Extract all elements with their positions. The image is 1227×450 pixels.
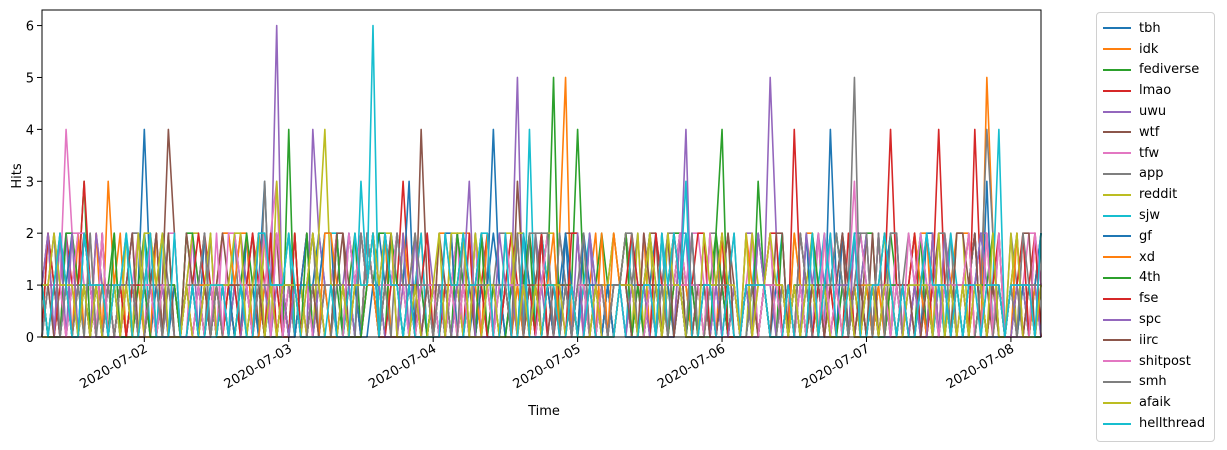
legend-label: tfw [1139,145,1160,161]
x-tick-label: 2020-07-06 [655,341,728,392]
legend-label: wtf [1139,124,1160,140]
x-tick-label: 2020-07-04 [366,341,439,392]
legend-item-smh: smh [1103,372,1214,393]
legend-item-sjw: sjw [1103,205,1214,226]
x-axis: 2020-07-02 2020-07-03 2020-07-04 2020-07-05… [77,337,1017,392]
x-tick-label: 2020-07-05 [511,341,584,392]
legend-label: gf [1139,228,1152,244]
legend-swatch [1103,48,1131,51]
legend-swatch [1103,256,1131,259]
x-tick-label: 2020-07-02 [77,341,150,392]
legend-swatch [1103,401,1131,404]
legend-swatch [1103,276,1131,279]
legend-item-afaik: afaik [1103,392,1214,413]
legend-swatch [1103,131,1131,134]
legend-label: fediverse [1139,62,1200,78]
legend-item-spc: spc [1103,309,1214,330]
legend-swatch [1103,360,1131,363]
legend-swatch [1103,27,1131,30]
legend-swatch [1103,235,1131,238]
y-tick-label: 5 [26,71,34,86]
legend-label: app [1139,166,1164,182]
legend-item-app: app [1103,164,1214,185]
legend-item-iirc: iirc [1103,330,1214,351]
legend-swatch [1103,214,1131,217]
legend-swatch [1103,172,1131,175]
series-line-idk [42,76,1042,338]
x-tick-label: 2020-07-08 [944,341,1017,392]
legend-label: idk [1139,41,1159,57]
legend-label: tbh [1139,20,1161,36]
series-line-app [41,76,1041,338]
legend-item-fediverse: fediverse [1103,60,1214,81]
legend-item-reddit: reddit [1103,184,1214,205]
legend-item-shitpost: shitpost [1103,351,1214,372]
legend-swatch [1103,110,1131,113]
legend-label: reddit [1139,187,1178,203]
y-tick-label: 2 [26,227,34,242]
legend-label: smh [1139,374,1167,390]
legend-swatch [1103,89,1131,92]
legend-swatch [1103,318,1131,321]
legend-item-wtf: wtf [1103,122,1214,143]
y-tick-label: 6 [26,20,34,35]
legend-swatch [1103,380,1131,383]
legend-label: sjw [1139,208,1161,224]
y-tick-label: 3 [26,175,34,190]
legend-label: iirc [1139,332,1159,348]
legend-swatch [1103,339,1131,342]
legend-label: afaik [1139,395,1171,411]
legend-label: shitpost [1139,353,1191,369]
legend-item-gf: gf [1103,226,1214,247]
legend-label: fse [1139,291,1159,307]
series-lines [41,24,1042,338]
legend-label: hellthread [1139,416,1206,432]
legend-item-uwu: uwu [1103,101,1214,122]
y-tick-label: 1 [26,279,34,294]
legend-item-fse: fse [1103,288,1214,309]
legend-label: uwu [1139,104,1167,120]
series-line-fediverse [41,76,1041,338]
y-axis: 0 1 2 3 4 5 6 [26,20,42,346]
y-tick-label: 4 [26,123,34,138]
legend-label: spc [1139,312,1162,328]
x-tick-label: 2020-07-07 [800,341,873,392]
legend-item-xd: xd [1103,247,1214,268]
y-axis-title: Hits [10,163,25,188]
legend-item-hellthread: hellthread [1103,413,1214,434]
legend-swatch [1103,68,1131,71]
legend-item-lmao: lmao [1103,80,1214,101]
legend-swatch [1103,297,1131,300]
legend-label: 4th [1139,270,1161,286]
plot-frame [41,9,1042,338]
legend-swatch [1103,152,1131,155]
legend: tbh idk fediverse lmao uwu wtf tfw app reddit sjw… [1096,12,1215,442]
x-tick-label: 2020-07-03 [222,341,295,392]
legend-label: xd [1139,249,1155,265]
legend-item-tfw: tfw [1103,143,1214,164]
legend-swatch [1103,193,1131,196]
legend-label: lmao [1139,83,1172,99]
legend-item-tbh: tbh [1103,18,1214,39]
legend-item-4th: 4th [1103,268,1214,289]
legend-swatch [1103,422,1131,425]
y-tick-label: 0 [26,331,34,346]
x-axis-title: Time [527,404,560,419]
legend-item-idk: idk [1103,39,1214,60]
